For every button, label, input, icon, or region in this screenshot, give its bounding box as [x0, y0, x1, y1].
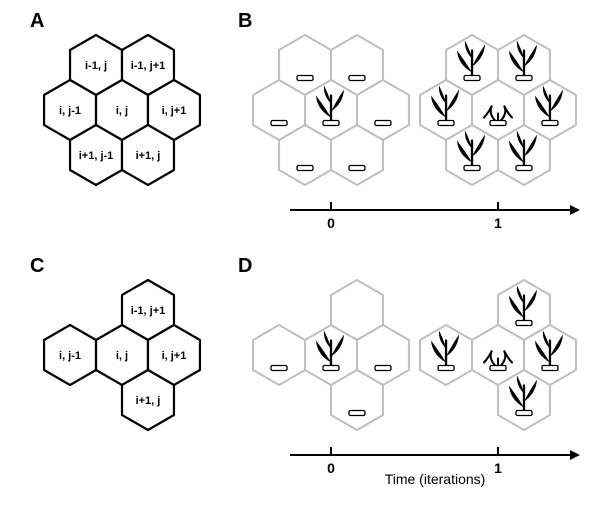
seed-icon — [516, 411, 532, 416]
seed-icon — [438, 366, 454, 371]
seed-icon — [375, 121, 391, 126]
seed-icon — [297, 76, 313, 81]
cell-label: i, j+1 — [162, 350, 187, 362]
figure-svg: i-1, j i-1, j+1 i, j-1 i, j i, j+1 i+1, j-1 i+… — [0, 0, 600, 505]
axis-tick-label: 0 — [327, 460, 335, 476]
seed-icon — [297, 166, 313, 171]
seed-icon — [271, 121, 287, 126]
cell-label: i-1, j+1 — [131, 60, 166, 72]
time-axis: 01 — [290, 202, 580, 231]
seed-icon — [490, 366, 506, 371]
cell-label: i, j — [116, 105, 128, 117]
axis-title: Time (iterations) — [385, 471, 486, 487]
seed-icon — [349, 411, 365, 416]
seed-icon — [271, 366, 287, 371]
seed-icon — [464, 166, 480, 171]
axis-tick-label: 0 — [327, 215, 335, 231]
seed-icon — [490, 121, 506, 126]
cell-label: i, j-1 — [59, 105, 81, 117]
cell-label: i, j+1 — [162, 105, 187, 117]
cell-label: i+1, j-1 — [79, 150, 114, 162]
panel-label-C: C — [30, 255, 44, 278]
seed-icon — [323, 366, 339, 371]
cell-label: i-1, j+1 — [131, 305, 166, 317]
cell-label: i-1, j — [85, 60, 107, 72]
seed-icon — [516, 76, 532, 81]
panel-label-B: B — [238, 10, 252, 33]
cell-label: i, j-1 — [59, 350, 81, 362]
axis-tick-label: 1 — [494, 215, 502, 231]
seed-icon — [542, 121, 558, 126]
seed-icon — [542, 366, 558, 371]
seed-icon — [438, 121, 454, 126]
seed-icon — [464, 76, 480, 81]
seed-icon — [516, 321, 532, 326]
axis-tick-label: 1 — [494, 460, 502, 476]
cell-label: i+1, j — [136, 395, 161, 407]
time-axis: 0 1 Time (iterations) — [290, 447, 580, 487]
seed-icon — [349, 76, 365, 81]
cell-label: i, j — [116, 350, 128, 362]
cell-label: i+1, j — [136, 150, 161, 162]
hex-cell — [253, 325, 305, 385]
seed-icon — [323, 121, 339, 126]
panel-label-A: A — [30, 10, 44, 33]
seed-icon — [375, 366, 391, 371]
seed-icon — [349, 166, 365, 171]
seed-icon — [516, 166, 532, 171]
panel-label-D: D — [238, 255, 252, 278]
